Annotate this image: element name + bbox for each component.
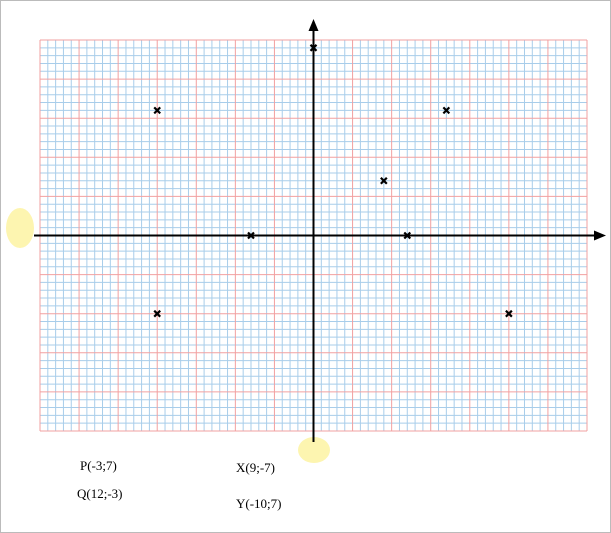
point (247, 231, 255, 240)
point (380, 176, 388, 185)
x-axis-arrow (594, 230, 606, 241)
annotation: Q(12;-3) (77, 486, 123, 501)
y-axis-arrow (308, 19, 319, 31)
point (403, 231, 412, 240)
point (442, 106, 451, 115)
point (505, 309, 513, 318)
annotation: Y(-10;7) (236, 496, 282, 511)
point (153, 106, 161, 115)
axes (34, 19, 606, 442)
point (153, 309, 161, 318)
point (309, 44, 318, 52)
marks (153, 44, 513, 318)
highlight (6, 208, 34, 248)
annotation: P(-3;7) (80, 458, 117, 473)
annotation: X(9;-7) (236, 460, 275, 475)
highlight (298, 437, 330, 463)
